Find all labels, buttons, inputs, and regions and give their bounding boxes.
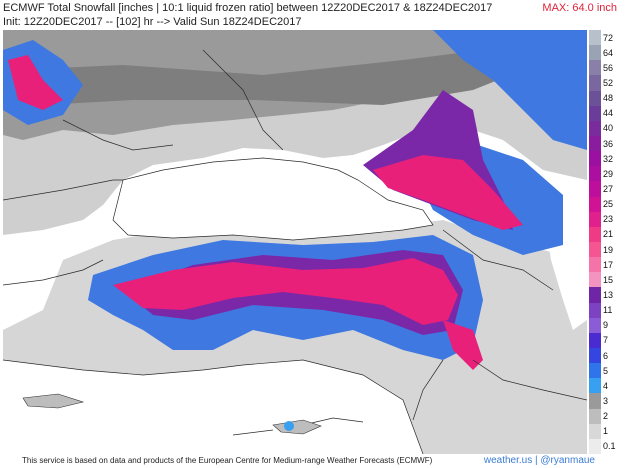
legend-label: 2	[603, 411, 609, 422]
legend-label: 44	[603, 108, 614, 119]
init-valid-line: Init: 12Z20DEC2017 -- [102] hr --> Valid…	[3, 16, 302, 28]
cyprus-snow-spot	[284, 421, 294, 431]
legend-label: 23	[603, 214, 614, 225]
map-graphic	[3, 30, 587, 454]
footer: This service is based on data and produc…	[0, 454, 625, 468]
legend-swatch	[589, 363, 601, 379]
legend-label: 56	[603, 62, 614, 73]
legend-label: 5	[603, 365, 609, 376]
crete-island	[22, 393, 85, 409]
legend-swatch	[589, 211, 601, 228]
country-borders	[3, 49, 587, 436]
legend-swatch	[589, 257, 601, 273]
legend-label: 17	[603, 259, 614, 270]
legend-swatch	[589, 45, 601, 61]
pink-snow-northwest	[8, 55, 63, 110]
title-line: ECMWF Total Snowfall [inches | 10:1 liqu…	[3, 2, 493, 14]
legend-swatch	[589, 105, 601, 122]
legend-swatch	[589, 332, 601, 349]
legend-label: 1	[603, 426, 609, 437]
legend-label: 72	[603, 32, 614, 43]
legend-swatch	[589, 438, 601, 455]
pink-snow-caucasus	[373, 155, 523, 230]
legend-swatch	[589, 75, 601, 92]
legend-swatch	[589, 60, 601, 76]
map-panel	[3, 30, 587, 454]
legend-label: 32	[603, 153, 614, 164]
mediterranean-sea	[3, 360, 423, 454]
pink-snow-east	[443, 320, 483, 370]
legend-label: 64	[603, 47, 614, 58]
legend-swatch	[589, 317, 601, 334]
legend-swatch	[589, 226, 601, 243]
data-source-note: This service is based on data and produc…	[22, 456, 433, 465]
legend-swatch	[589, 196, 601, 213]
legend-label: 7	[603, 335, 609, 346]
blue-snow-northeast	[433, 30, 587, 150]
legend-label: 15	[603, 274, 614, 285]
legend-label: 21	[603, 229, 614, 240]
legend-label: 6	[603, 350, 609, 361]
legend-swatch	[589, 348, 601, 364]
legend-label: 13	[603, 290, 614, 300]
legend-swatch	[589, 30, 601, 46]
legend-label: 29	[603, 168, 614, 179]
pink-snow-anatolia	[113, 258, 458, 325]
legend-swatch	[589, 272, 601, 288]
legend-swatch	[589, 166, 601, 182]
legend-swatch	[589, 120, 601, 137]
legend-label: 9	[603, 320, 609, 331]
legend-label: 48	[603, 93, 614, 104]
legend-swatch	[589, 302, 601, 319]
legend-swatch	[589, 181, 601, 198]
legend-label: 40	[603, 123, 614, 134]
legend-swatch	[589, 151, 601, 167]
legend-label: 25	[603, 199, 614, 210]
legend-label: 27	[603, 184, 614, 194]
legend-label: 0.1	[603, 441, 616, 452]
legend-label: 4	[603, 380, 609, 391]
brand-link[interactable]: weather.us | @ryanmaue	[483, 455, 595, 466]
legend-swatch	[589, 136, 601, 152]
max-value-label: MAX: 64.0 inch	[542, 2, 617, 14]
legend-swatch	[589, 423, 601, 440]
black-sea	[113, 158, 433, 240]
legend-swatch	[589, 90, 601, 107]
legend-swatch	[589, 242, 601, 258]
legend-label: 11	[603, 305, 613, 316]
legend-swatch	[589, 378, 601, 394]
legend-swatch	[589, 287, 601, 304]
legend-label: 19	[603, 244, 614, 255]
legend-swatch	[589, 408, 601, 425]
legend-label: 3	[603, 396, 609, 406]
legend-swatch	[589, 393, 601, 410]
color-legend: 72 64 56 52 48 44 40 36 32 29 27 25 23 21 19 17 15 13 11 9 7…	[589, 30, 625, 455]
grey-band-mid	[13, 50, 523, 105]
header: ECMWF Total Snowfall [inches | 10:1 liqu…	[0, 0, 625, 30]
legend-label: 36	[603, 138, 614, 149]
mediterranean-coastline	[3, 359, 424, 454]
black-sea-coastline	[112, 157, 434, 241]
legend-label: 52	[603, 78, 614, 88]
